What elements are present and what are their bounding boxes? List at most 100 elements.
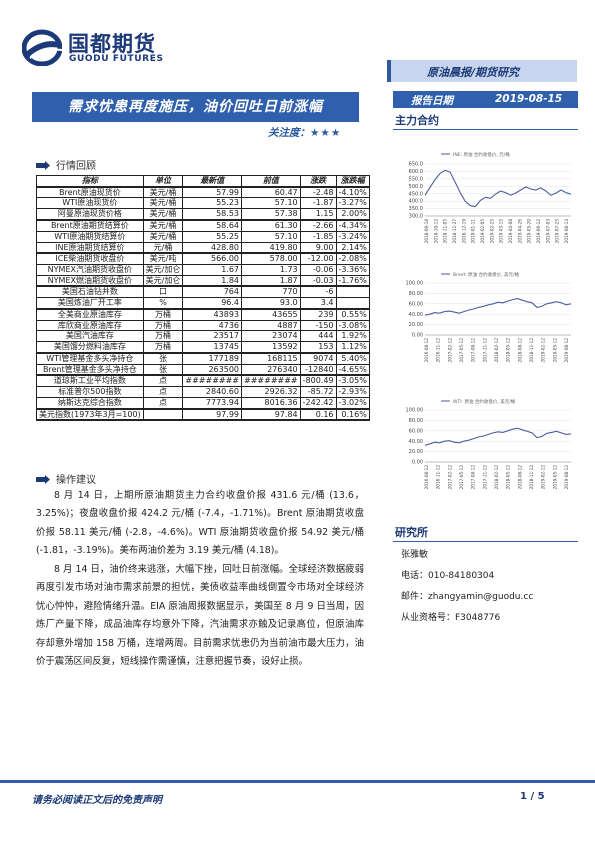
section-arrow-icon [36, 161, 50, 170]
table-cell: -12840 [299, 363, 337, 377]
x-tick-label: 2017-05-12 [459, 338, 464, 363]
col-header: 指标 [36, 174, 144, 188]
x-tick-label: 2016-11-12 [436, 465, 441, 490]
y-tick-label: 550.0 [409, 176, 423, 182]
table-cell: 1.92% [335, 330, 370, 343]
col-header: 涨跌 [299, 174, 337, 188]
table-cell: 美国石油钻井数 [36, 285, 144, 299]
x-tick-label: 2017-11-12 [482, 465, 487, 490]
table-cell: 美元/桶 [142, 208, 184, 221]
table-cell: % [142, 297, 184, 310]
col-header: 最新值 [182, 174, 242, 188]
table-cell: 美元/桶 [142, 219, 184, 232]
table-row: WTI原油期货结算价 美元/桶 55.25 57.10 -1.85 -3.24% [36, 230, 370, 243]
table-cell: 1.67 [182, 263, 242, 276]
x-tick-label: 2019-03-15 [499, 219, 504, 244]
table-cell: 5.40% [335, 352, 370, 365]
report-category-band: 原油晨报/期货研究 [387, 60, 577, 82]
section-arrow-icon [36, 475, 50, 484]
table-row: 美国石油钻井数口 764 770 -6 [36, 285, 370, 299]
x-tick-label: 2018-08-12 [517, 338, 522, 363]
table-cell: -0.03 [299, 274, 337, 288]
table-cell: 0.16% [335, 408, 370, 422]
table-cell: 428.80 [182, 241, 242, 255]
table-cell: 万桶 [142, 330, 184, 343]
analyst-cert: 从业资格号：F3048776 [401, 613, 501, 623]
footer-divider [0, 780, 595, 783]
x-tick-label: 2018-05-12 [506, 465, 511, 490]
table-cell: 4736 [182, 319, 242, 332]
advice-paragraph-1: 8 月 14 日，上期所原油期货主力合约收盘价报 431.6 元/桶 (13.6… [36, 490, 364, 557]
table-cell: 万桶 [142, 341, 184, 354]
table-cell: 口 [142, 285, 184, 299]
x-tick-label: 2017-08-12 [471, 465, 476, 490]
analyst-phone: 电话：010-84180304 [401, 571, 495, 581]
x-tick-label: 2019-02-12 [541, 465, 546, 490]
table-cell: -2.66 [299, 219, 337, 232]
table-cell: 60.47 [241, 186, 301, 199]
table-cell: 239 [299, 308, 337, 321]
table-cell: -0.06 [299, 263, 337, 276]
table-row: 美国炼油厂开工率% 96.4 93.0 3.4 [36, 297, 370, 310]
x-tick-label: 2019-07-03 [545, 219, 550, 244]
table-cell: 张 [142, 352, 184, 365]
chart-legend: INE: 原油 合约收盘价, 元/桶 [453, 151, 510, 158]
table-cell: 美元/加仑 [142, 274, 184, 288]
x-tick-label: 2018-12-19 [461, 219, 466, 244]
x-tick-label: 2017-02-12 [447, 338, 452, 363]
y-tick-label: 650.0 [409, 162, 423, 168]
main-contract-heading: 主力合约 [395, 114, 439, 127]
table-cell: 57.10 [241, 197, 301, 210]
table-cell: -4.34% [335, 219, 370, 232]
y-tick-label: 300.0 [409, 214, 423, 220]
table-row: ICE柴油期货收盘价 美元/吨 566.00 578.00 -12.00 -2.08% [36, 252, 370, 265]
table-cell: 万桶 [142, 319, 184, 332]
section-advice-title: 操作建议 [56, 475, 96, 486]
table-cell: -85.72 [299, 386, 337, 398]
table-cell: 153 [299, 341, 337, 354]
table-row: WTI原油现货价 美元/桶 55.23 57.10 -1.87 -3.27% [36, 197, 370, 210]
table-cell: 美国馏分燃料油库存 [36, 341, 144, 354]
table-cell: 263500 [182, 363, 242, 377]
y-tick-label: 20.00 [409, 449, 423, 455]
table-cell: 578.00 [241, 252, 301, 265]
table-cell: 张 [142, 363, 184, 377]
table-row: Brent原油期货结算价 美元/桶 58.64 61.30 -2.66 -4.34% [36, 219, 370, 232]
table-cell: 57.38 [241, 208, 301, 221]
table-cell: 13745 [182, 341, 242, 354]
table-cell: 点 [142, 386, 184, 398]
section-advice-heading: 操作建议 [36, 471, 96, 486]
x-tick-label: 2018-11-05 [443, 219, 448, 244]
section-market-heading: 行情回顾 [36, 157, 96, 172]
table-cell: -1.87 [299, 197, 337, 210]
table-cell: WTI原油现货价 [36, 197, 144, 210]
table-row: 纳斯达克综合指数点 7773.94 8016.36 -242.42 -3.02% [36, 396, 370, 410]
table-cell: 2840.60 [182, 386, 242, 398]
table-cell: 美元/桶 [142, 186, 184, 199]
x-tick-label: 2019-05-20 [527, 219, 532, 244]
table-cell: 168115 [241, 352, 301, 365]
table-cell: -3.36% [335, 263, 370, 276]
table-cell: -1.85 [299, 230, 337, 243]
table-cell: -3.27% [335, 197, 370, 210]
table-cell: WTI原油期货结算价 [36, 230, 144, 243]
table-cell: 57.99 [182, 186, 242, 199]
x-tick-label: 2016-08-12 [424, 338, 429, 363]
table-cell: -2.08% [335, 252, 370, 265]
table-row: NYMEX汽油期货收盘价 美元/加仑 1.67 1.73 -0.06 -3.36% [36, 263, 370, 276]
logo-text-en: GUODU FUTURES [69, 54, 164, 64]
table-cell: -12.00 [299, 252, 337, 265]
x-tick-label: 2019-08-12 [564, 338, 569, 363]
table-row: WTI管理基金多头净持仓张 177189 168115 9074 5.40% [36, 352, 370, 365]
y-tick-label: 350.0 [409, 206, 423, 212]
table-cell: 美元指数(1973年3月=100) [36, 408, 144, 422]
x-tick-label: 2019-07-25 [555, 219, 560, 244]
table-cell: 点 [142, 374, 184, 388]
table-cell: -3.02% [335, 396, 370, 410]
table-cell: 276340 [241, 363, 301, 377]
table-row: Brent原油现货价 美元/桶 57.99 60.47 -2.48 -4.10% [36, 186, 370, 199]
table-cell: 1.15 [299, 208, 337, 221]
x-tick-label: 2019-02-05 [480, 219, 485, 244]
x-tick-label: 2017-05-12 [459, 465, 464, 490]
col-header: 前值 [241, 174, 301, 188]
